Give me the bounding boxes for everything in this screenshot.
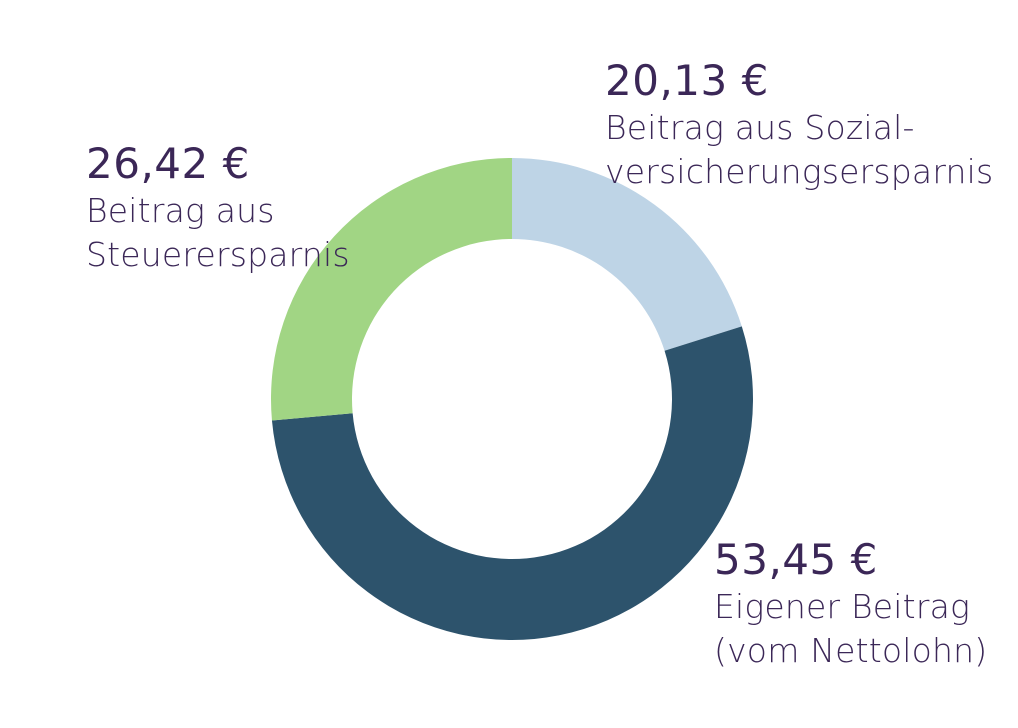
donut-slice-social-insurance (512, 158, 742, 351)
slice-label-social-insurance: 20,13 € Beitrag aus Sozial- versicherung… (605, 56, 993, 194)
slice-description-line: versicherungsersparnis (605, 152, 994, 191)
slice-value-own-contribution: 53,45 € (714, 535, 878, 584)
donut-slice-tax-savings (271, 157, 512, 421)
donut-slice-own-contribution (271, 326, 753, 640)
slice-label-tax-savings: 26,42 € Beitrag aus Steuerersparnis (86, 139, 350, 277)
slice-description-line: Steuerersparnis (86, 235, 350, 274)
slice-description-line: Beitrag aus Sozial- (605, 108, 915, 147)
slice-description-tax-savings: Beitrag aus Steuerersparnis (86, 189, 350, 277)
slice-value-tax-savings: 26,42 € (86, 139, 250, 188)
slice-description-own-contribution: Eigener Beitrag (vom Nettolohn) (714, 585, 987, 673)
slice-label-own-contribution: 53,45 € Eigener Beitrag (vom Nettolohn) (714, 535, 987, 673)
slice-description-social-insurance: Beitrag aus Sozial- versicherungsersparn… (605, 106, 993, 194)
slice-description-line: Beitrag aus (86, 191, 275, 230)
slice-description-line: (vom Nettolohn) (714, 631, 988, 670)
slice-description-line: Eigener Beitrag (714, 587, 971, 626)
slice-value-social-insurance: 20,13 € (605, 56, 769, 105)
